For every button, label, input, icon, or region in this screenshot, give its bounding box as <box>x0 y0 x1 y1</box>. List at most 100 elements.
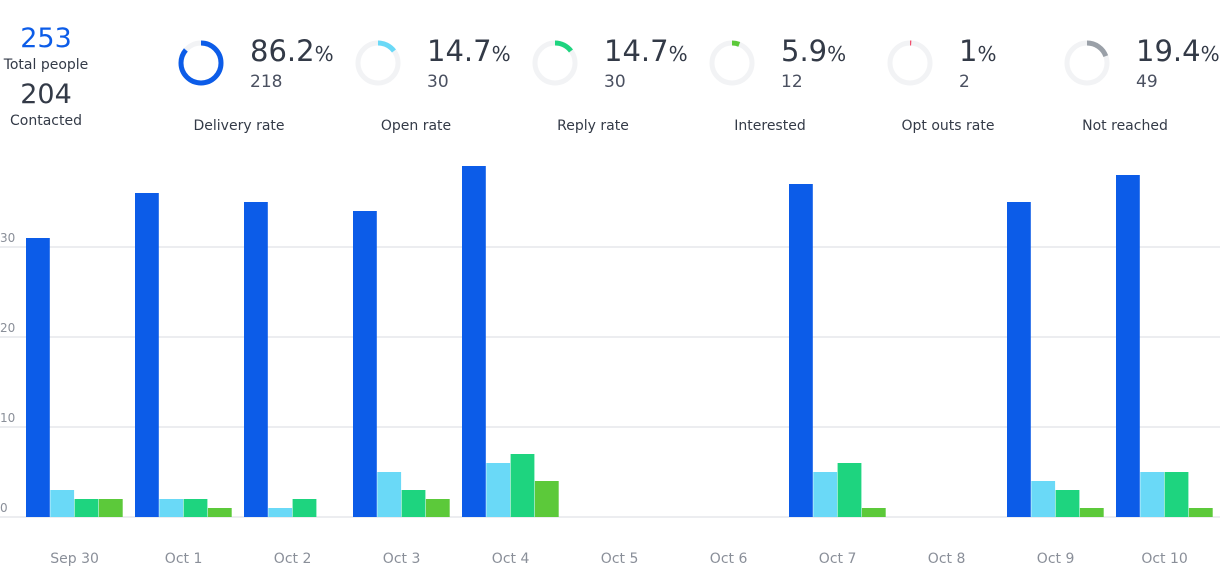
donut-arc <box>355 40 401 86</box>
x-tick-label: Oct 1 <box>165 551 203 567</box>
percent-value: 14.7 <box>604 34 669 68</box>
bar-delivered[interactable] <box>1007 202 1031 517</box>
percent-unit: % <box>977 42 997 66</box>
interested-donut <box>709 40 755 86</box>
percent-unit: % <box>827 42 847 66</box>
bar-delivered[interactable] <box>1116 175 1140 517</box>
x-tick-label: Oct 10 <box>1141 551 1187 567</box>
bar-opened[interactable] <box>377 472 402 517</box>
y-tick-label: 0 <box>0 501 8 515</box>
x-tick-label: Oct 8 <box>928 551 966 567</box>
stat-reply-rate: 14.7% 30 Reply rate <box>531 34 731 144</box>
percent-value: 1 <box>959 34 978 68</box>
bar-delivered[interactable] <box>135 193 159 517</box>
delivery-rate-donut <box>178 40 224 86</box>
percent-unit: % <box>314 42 334 66</box>
x-tick-label: Oct 7 <box>819 551 857 567</box>
not-reached-count: 49 <box>1136 72 1158 92</box>
opt-outs-rate-count: 2 <box>959 72 970 92</box>
not-reached-donut <box>1064 40 1110 86</box>
bar-opened[interactable] <box>486 463 511 517</box>
donut-arc <box>1064 40 1110 86</box>
bar-opened[interactable] <box>813 472 838 517</box>
percent-value: 86.2 <box>250 34 315 68</box>
bar-replied[interactable] <box>510 454 535 517</box>
total-people-count: 253 <box>20 23 72 54</box>
x-tick-label: Sep 30 <box>50 551 99 567</box>
y-tick-label: 20 <box>0 321 15 335</box>
opt-outs-rate-label: Opt outs rate <box>901 118 995 134</box>
x-tick-label: Oct 6 <box>710 551 748 567</box>
donut-arc <box>887 40 933 86</box>
delivery-rate-label: Delivery rate <box>193 118 285 134</box>
bar-interested[interactable] <box>207 508 232 517</box>
donut-arc <box>709 40 755 86</box>
y-tick-label: 30 <box>0 231 15 245</box>
bar-replied[interactable] <box>837 463 862 517</box>
x-tick-label: Oct 5 <box>601 551 639 567</box>
delivery-rate-count: 218 <box>250 72 283 92</box>
totals-panel: 253 Total people 204 Contacted <box>0 22 92 130</box>
stat-delivery-rate: 86.2% 218 Delivery rate <box>177 34 377 144</box>
bar-replied[interactable] <box>1055 490 1080 517</box>
stat-open-rate: 14.7% 30 Open rate <box>354 34 554 144</box>
open-rate-label: Open rate <box>380 118 452 134</box>
bar-opened[interactable] <box>50 490 75 517</box>
donut-track <box>709 40 755 86</box>
bar-interested[interactable] <box>534 481 559 517</box>
stat-not-reached: 19.4% 49 Not reached <box>1063 34 1220 144</box>
x-tick-label: Oct 9 <box>1037 551 1075 567</box>
opt-outs-rate-donut <box>887 40 933 86</box>
bar-interested[interactable] <box>1079 508 1104 517</box>
donut-arc <box>532 40 578 86</box>
bar-delivered[interactable] <box>789 184 813 517</box>
daily-activity-chart: 0 10 20 30 Sep 30 Oct 1 Oct 2 Oct 3 Oct 4 Oct 5 Oc… <box>0 166 1220 567</box>
bar-replied[interactable] <box>183 499 208 517</box>
bar-opened[interactable] <box>1140 472 1165 517</box>
delivery-rate-percent: 86.2% <box>250 34 334 71</box>
bar-interested[interactable] <box>98 499 123 517</box>
open-rate-donut <box>355 40 401 86</box>
bar-interested[interactable] <box>1188 508 1213 517</box>
reply-rate-label: Reply rate <box>557 118 629 134</box>
x-tick-label: Oct 2 <box>274 551 312 567</box>
x-tick-label: Oct 4 <box>492 551 530 567</box>
bar-delivered[interactable] <box>353 211 377 517</box>
percent-value: 14.7 <box>427 34 492 68</box>
bar-delivered[interactable] <box>244 202 268 517</box>
open-rate-percent: 14.7% <box>427 34 511 71</box>
x-tick-label: Oct 3 <box>383 551 421 567</box>
bar-replied[interactable] <box>401 490 426 517</box>
contacted-label: Contacted <box>10 113 82 129</box>
interested-percent: 5.9% <box>781 34 846 71</box>
bar-replied[interactable] <box>74 499 99 517</box>
donut-arc <box>178 40 224 86</box>
percent-value: 5.9 <box>781 34 828 68</box>
bar-interested[interactable] <box>861 508 886 517</box>
bar-opened[interactable] <box>1031 481 1056 517</box>
bar-delivered[interactable] <box>26 238 50 517</box>
bar-interested[interactable] <box>425 499 450 517</box>
total-people-label: Total people <box>3 57 89 73</box>
percent-unit: % <box>1200 42 1220 66</box>
open-rate-count: 30 <box>427 72 449 92</box>
bar-delivered[interactable] <box>462 166 486 517</box>
bar-opened[interactable] <box>159 499 184 517</box>
not-reached-percent: 19.4% <box>1136 34 1220 71</box>
opt-outs-rate-percent: 1% <box>959 34 996 71</box>
reply-rate-donut <box>532 40 578 86</box>
percent-unit: % <box>491 42 511 66</box>
percent-value: 19.4 <box>1136 34 1201 68</box>
bar-replied[interactable] <box>292 499 317 517</box>
reply-rate-percent: 14.7% <box>604 34 688 71</box>
bar-opened[interactable] <box>268 508 293 517</box>
reply-rate-count: 30 <box>604 72 626 92</box>
interested-label: Interested <box>734 118 806 134</box>
donut-track <box>887 40 933 86</box>
bar-replied[interactable] <box>1164 472 1189 517</box>
contacted-count: 204 <box>20 79 72 110</box>
stat-interested: 5.9% 12 Interested <box>708 34 908 144</box>
percent-unit: % <box>668 42 688 66</box>
stat-opt-outs-rate: 1% 2 Opt outs rate <box>886 34 1086 144</box>
y-tick-label: 10 <box>0 411 15 425</box>
